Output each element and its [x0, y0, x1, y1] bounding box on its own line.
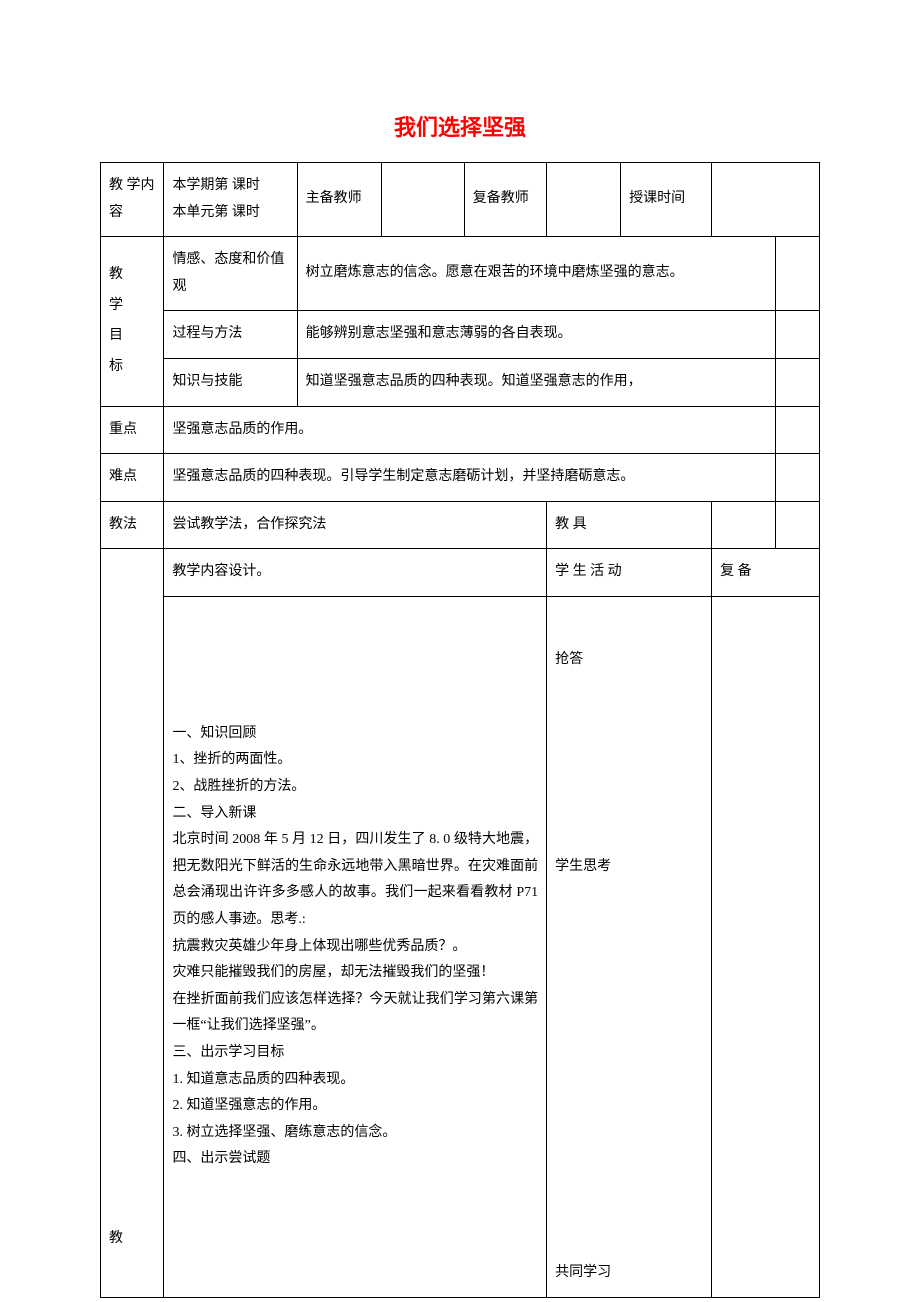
cell-obj2-extra [775, 311, 819, 359]
cell-main-teacher-value [382, 163, 464, 237]
cell-obj3-label: 知识与技能 [164, 358, 297, 406]
period-line1: 本学期第 课时 [172, 173, 288, 200]
cell-obj2-label: 过程与方法 [164, 311, 297, 359]
content-line: 北京时间 2008 年 5 月 12 日，四川发生了 8. 0 级特大地震，把无… [172, 827, 538, 933]
content-line: 抗震救灾英雄少年身上体现出哪些优秀品质？。 [172, 934, 538, 961]
content-line: 3. 树立选择坚强、磨练意志的信念。 [172, 1120, 538, 1147]
cell-review-body [712, 596, 820, 1297]
page-title: 我们选择坚强 [100, 110, 820, 142]
cell-period-info: 本学期第 课时 本单元第 课时 [164, 163, 297, 237]
cell-design-label: 教学内容设计。 [164, 549, 547, 597]
cell-content-body: 一、知识回顾 1、挫折的两面性。 2、战胜挫折的方法。 二、导入新课 北京时间 … [164, 596, 547, 1297]
cell-tool-value [712, 501, 775, 549]
content-line: 在挫折面前我们应该怎样选择？今天就让我们学习第六课第一框“让我们选择坚强”。 [172, 987, 538, 1040]
cell-obj1-text: 树立磨炼意志的信念。愿意在艰苦的环境中磨炼坚强的意志。 [297, 237, 775, 311]
cell-obj1-label: 情感、态度和价值观 [164, 237, 297, 311]
content-line: 四、出示尝试题 [172, 1146, 538, 1173]
cell-tool-extra [775, 501, 819, 549]
cell-teaching-content-label: 教 学内 容 [101, 163, 164, 237]
cell-proc-label: 教 [101, 549, 164, 1297]
cell-obj1-extra [775, 237, 819, 311]
activity-line: 抢答 [555, 647, 703, 674]
cell-tool-label: 教 具 [547, 501, 712, 549]
content-line: 灾难只能摧毁我们的房屋，却无法摧毁我们的坚强！ [172, 960, 538, 987]
content-line: 2. 知道坚强意志的作用。 [172, 1093, 538, 1120]
cell-method-label: 教法 [101, 501, 164, 549]
period-line2: 本单元第 课时 [172, 200, 288, 227]
cell-diff-label: 难点 [101, 454, 164, 502]
cell-review-teacher-label: 复备教师 [464, 163, 546, 237]
lesson-plan-table: 教 学内 容 本学期第 课时 本单元第 课时 主备教师 复备教师 授课时间 教学… [100, 162, 820, 1298]
content-line: 一、知识回顾 [172, 721, 538, 748]
cell-obj2-text: 能够辨别意志坚强和意志薄弱的各自表现。 [297, 311, 775, 359]
cell-method-text: 尝试教学法，合作探究法 [164, 501, 547, 549]
cell-review-label: 复 备 [712, 549, 820, 597]
cell-key-text: 坚强意志品质的作用。 [164, 406, 775, 454]
cell-obj3-text: 知道坚强意志品质的四种表现。知道坚强意志的作用， [297, 358, 775, 406]
content-line: 2、战胜挫折的方法。 [172, 774, 538, 801]
cell-diff-extra [775, 454, 819, 502]
cell-key-label: 重点 [101, 406, 164, 454]
cell-teach-time-value [712, 163, 820, 237]
content-line: 三、出示学习目标 [172, 1040, 538, 1067]
content-line: 二、导入新课 [172, 801, 538, 828]
cell-teach-time-label: 授课时间 [621, 163, 712, 237]
activity-line: 共同学习 [555, 1260, 703, 1287]
activity-line: 学生思考 [555, 854, 703, 881]
cell-activity-label: 学 生 活 动 [547, 549, 712, 597]
cell-activity-body: 抢答 学生思考 共同学习 [547, 596, 712, 1297]
content-line: 1、挫折的两面性。 [172, 747, 538, 774]
cell-objectives-label: 教学目标 [101, 237, 164, 406]
cell-main-teacher-label: 主备教师 [297, 163, 382, 237]
cell-key-extra [775, 406, 819, 454]
cell-diff-text: 坚强意志品质的四种表现。引导学生制定意志磨砺计划，并坚持磨砺意志。 [164, 454, 775, 502]
content-line: 1. 知道意志品质的四种表现。 [172, 1067, 538, 1094]
cell-obj3-extra [775, 358, 819, 406]
cell-review-teacher-value [547, 163, 621, 237]
